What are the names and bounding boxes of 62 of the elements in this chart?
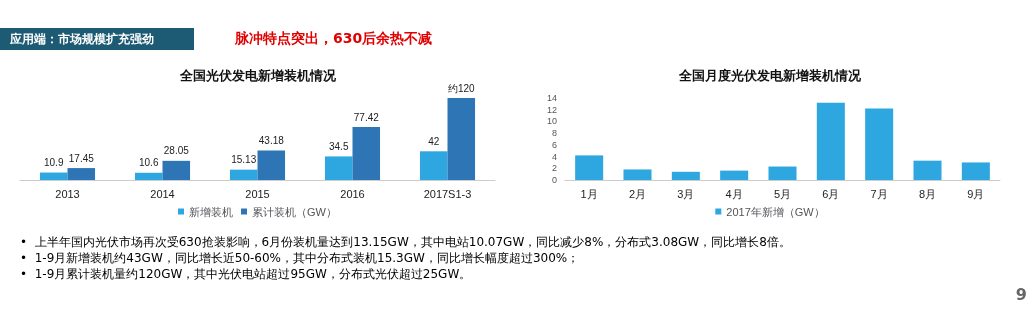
legend-label: 2017年新增（GW） [726, 205, 825, 218]
bar [961, 162, 990, 180]
y-tick-label: 4 [551, 151, 557, 162]
data-label: 约120 [447, 82, 476, 94]
bar [257, 150, 286, 180]
bar [229, 169, 258, 180]
y-tick-label: 8 [551, 128, 557, 139]
bar [720, 170, 749, 180]
data-label: 28.05 [163, 145, 190, 157]
x-tick-label: 1月 [580, 187, 598, 200]
x-tick-label: 6月 [822, 187, 840, 200]
bar [575, 155, 604, 180]
bar [324, 156, 353, 180]
x-tick-label: 2013 [55, 187, 80, 200]
x-tick-label: 7月 [870, 187, 888, 200]
data-label: 10.6 [138, 157, 159, 169]
y-tick-label: 0 [551, 175, 557, 185]
x-tick-label: 8月 [918, 187, 937, 200]
text: • 1-9月累计装机量约120GW，其中光伏电站超过95GW，分布式光伏超过25GW。 [20, 266, 473, 282]
x-tick-label: 4月 [725, 187, 743, 200]
x-tick-label: 2014 [150, 187, 175, 200]
data-label: 34.5 [328, 140, 349, 152]
text: 应用端：市场规模扩充强劲 [0, 28, 194, 50]
legend-label: 新增装机 [189, 205, 234, 218]
chart-title: 全国光伏发电新增装机情况 [178, 68, 337, 83]
y-tick-label: 10 [546, 116, 557, 127]
data-label: 17.45 [68, 152, 95, 164]
bar [671, 171, 700, 180]
bar [67, 168, 96, 180]
data-label: 43.18 [258, 134, 285, 146]
y-tick-label: 6 [551, 139, 557, 150]
x-tick-label: 9月 [967, 187, 985, 200]
y-tick-label: 14 [546, 93, 557, 103]
bar [913, 160, 942, 180]
bar [768, 166, 797, 180]
bar [134, 172, 163, 180]
x-tick-label: 2015 [245, 187, 270, 200]
bar [623, 169, 652, 180]
x-tick-label: 2月 [628, 187, 647, 200]
x-tick-label: 5月 [773, 187, 792, 200]
bar [352, 127, 381, 180]
chart-title: 全国月度光伏发电新增装机情况 [678, 68, 862, 83]
bar [447, 98, 476, 180]
text: • 上半年国内光伏市场再次受630抢装影响，6月份装机量达到13.15GW，其中电站10.07GW，同比减少8%，分布式3.08GW，同比增长8倍。 [20, 234, 791, 250]
text: 脉冲特点突出，630后余热不减 [235, 30, 433, 48]
bar [419, 151, 448, 180]
y-tick-label: 12 [546, 104, 557, 115]
bar [865, 108, 894, 180]
data-label: 15.13 [231, 154, 257, 166]
x-tick-label: 3月 [677, 187, 695, 200]
data-label: 10.9 [43, 157, 64, 169]
y-tick-label: 2 [551, 163, 557, 174]
data-label: 77.42 [353, 111, 380, 123]
bar [39, 172, 68, 180]
x-tick-label: 2017S1-3 [423, 187, 472, 200]
x-tick-label: 2016 [340, 187, 365, 200]
text: • 1-9月新增装机约43GW，同比增长近50-60%，其中分布式装机15.3GW，同比增长幅度超过300%； [20, 250, 581, 266]
bar [162, 160, 191, 180]
data-label: 42 [428, 135, 440, 147]
legend-label: 累计装机（GW） [252, 205, 337, 218]
bar [816, 102, 845, 180]
text: 9 [1015, 285, 1027, 304]
